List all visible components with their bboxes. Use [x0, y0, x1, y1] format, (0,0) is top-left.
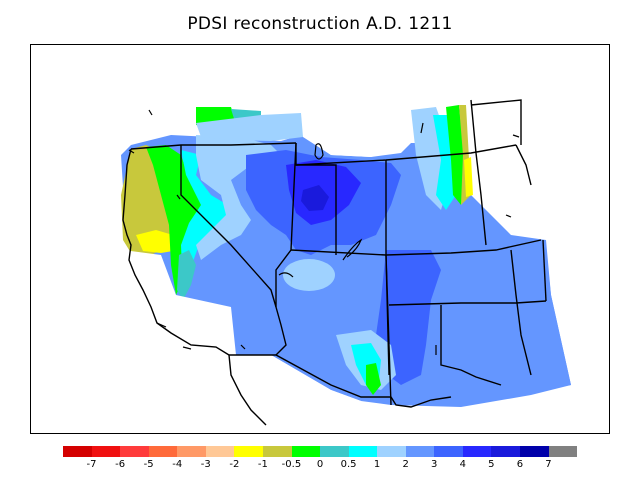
field-yellow-west: [136, 230, 179, 253]
legend-swatch: [405, 446, 435, 457]
legend-tick-label: 6: [516, 459, 524, 470]
island-5: [505, 214, 512, 218]
legend-tick-label: 0: [316, 459, 324, 470]
legend-tick-label: 3: [431, 459, 438, 470]
nd-sd-border: [470, 99, 522, 145]
legend-tick-label: 1: [373, 459, 381, 470]
map-frame: [30, 44, 610, 434]
ks-mo-border: [510, 249, 532, 376]
legend-swatch: [120, 446, 149, 457]
state-boundaries: [122, 99, 547, 426]
baja-coastline: [228, 354, 267, 426]
lake-powell: [342, 238, 363, 261]
legend-swatch: [462, 446, 492, 457]
legend-tick-label: 4: [459, 459, 466, 470]
legend-swatch: [177, 446, 206, 457]
legend-tick-label: -1: [257, 459, 268, 470]
nv-ut-border: [275, 142, 297, 307]
great-salt-lake: [314, 143, 324, 160]
legend-tick-label: -3: [200, 459, 211, 470]
field-gap-southwest: [121, 250, 361, 433]
legend-labels: -7 -6 -5 -4 -3 -2 -1 -0.5 0 0.5 1 2 3 4 5 6 7: [63, 459, 577, 473]
field-blue-east: [376, 250, 441, 385]
ut-wy-border: [295, 143, 337, 255]
legend-swatch: [520, 446, 549, 457]
field-gap-north: [303, 105, 411, 157]
legend-swatch: [148, 446, 178, 457]
az-ca-river: [275, 306, 287, 356]
legend-tick-label: -7: [86, 459, 97, 470]
legend-swatch: [320, 446, 349, 457]
legend-swatch: [548, 446, 578, 457]
pacific-coastline: [122, 148, 230, 356]
legend-tick-label: -5: [143, 459, 154, 470]
pdsi-field: [121, 105, 571, 433]
ca-nv-border: [180, 145, 277, 308]
island-4: [512, 134, 520, 138]
map-title: PDSI reconstruction A.D. 1211: [187, 14, 453, 34]
pdsi-map: [121, 99, 571, 433]
field-lightblue-north: [196, 113, 303, 141]
island-8: [182, 346, 192, 350]
field-yellow-east: [464, 157, 473, 197]
ks-ok-border: [388, 300, 547, 306]
nd-mt-border: [515, 144, 532, 186]
color-legend: -7 -6 -5 -4 -3 -2 -1 -0.5 0 0.5 1 2 3 4 5 6 7: [63, 446, 578, 474]
island-2: [128, 149, 135, 154]
sd-ne-border: [470, 99, 487, 246]
field-green-south: [366, 363, 381, 395]
mt-wy-border: [295, 144, 517, 166]
field-lightblue-utah: [283, 259, 335, 291]
legend-swatch: [234, 446, 263, 457]
legend-tick-label: -2: [229, 459, 240, 470]
legend-tick-label: 7: [545, 459, 552, 470]
legend-bar: [63, 446, 578, 457]
ne-ks-border: [385, 239, 542, 256]
legend-swatch: [63, 446, 92, 457]
ok-ar-border: [542, 239, 547, 302]
or-ca-nv-border: [130, 142, 297, 150]
legend-tick-label: 5: [488, 459, 495, 470]
ut-co-border: [290, 249, 387, 256]
legend-swatch: [205, 446, 235, 457]
island-7: [156, 322, 167, 328]
legend-swatch: [348, 446, 378, 457]
legend-tick-label: 2: [402, 459, 409, 470]
salton-sea: [240, 344, 246, 350]
legend-tick-label: -6: [115, 459, 126, 470]
island-1: [148, 109, 153, 116]
lake-tahoe: [176, 194, 181, 200]
legend-swatch: [377, 446, 406, 457]
ok-tx-border: [440, 305, 502, 386]
field-teal-west: [177, 250, 196, 300]
lake-mead: [278, 272, 294, 278]
legend-swatch: [434, 446, 463, 457]
tx-nm-border: [385, 254, 392, 406]
legend-tick-label: -0.5: [281, 459, 302, 470]
legend-tick-label: 0.5: [340, 459, 357, 470]
island-3: [420, 122, 424, 134]
legend-swatch: [291, 446, 321, 457]
legend-swatch: [91, 446, 121, 457]
field-lightblue-west: [196, 135, 281, 260]
field-green-west: [146, 145, 216, 295]
legend-swatch: [491, 446, 520, 457]
field-cyan-west: [181, 150, 231, 293]
field-medblue-south: [431, 250, 571, 395]
legend-tick-label: -4: [172, 459, 183, 470]
lakes: [128, 109, 520, 355]
legend-swatch: [262, 446, 292, 457]
field-darkestblue-core: [301, 185, 329, 211]
